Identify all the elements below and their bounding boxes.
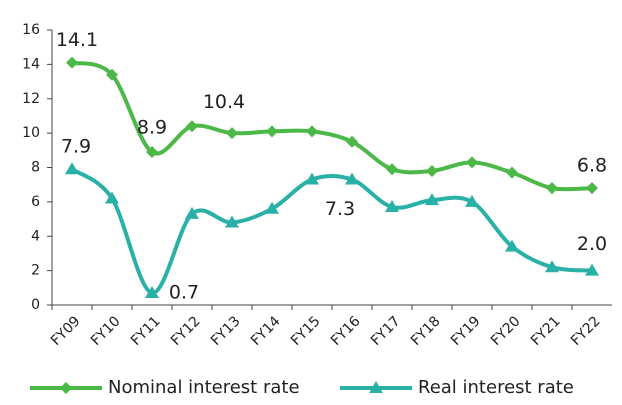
legend-marker <box>369 381 383 393</box>
marker <box>185 206 199 219</box>
marker <box>465 194 479 207</box>
marker <box>385 200 399 213</box>
y-tick-label: 10 <box>22 125 40 141</box>
x-tick-label: FY20 <box>488 313 524 349</box>
marker <box>546 182 558 195</box>
marker <box>306 125 318 138</box>
data-label: 7.9 <box>61 136 91 158</box>
x-tick-label: FY11 <box>128 313 164 349</box>
marker <box>426 164 438 177</box>
y-tick-label: 6 <box>31 194 40 210</box>
y-tick-label: 14 <box>22 56 40 72</box>
series-line <box>70 167 593 295</box>
data-label: 2.0 <box>577 233 607 255</box>
marker <box>346 135 358 148</box>
x-tick-label: FY21 <box>528 313 564 349</box>
x-tick-label: FY18 <box>408 313 444 349</box>
x-tick-label: FY19 <box>448 313 484 349</box>
y-tick-label: 2 <box>31 263 40 279</box>
y-tick-label: 0 <box>31 297 40 313</box>
marker <box>386 163 398 176</box>
x-tick-label: FY17 <box>368 313 404 349</box>
marker <box>466 156 478 169</box>
data-label: 14.1 <box>56 29 98 51</box>
marker <box>186 120 198 133</box>
x-tick-label: FY12 <box>168 313 204 349</box>
marker <box>345 172 359 185</box>
legend-marker <box>60 382 72 394</box>
data-label: 7.3 <box>325 198 355 220</box>
x-tick-label: FY13 <box>208 313 244 349</box>
marker <box>65 162 79 175</box>
marker <box>505 239 519 252</box>
marker <box>105 191 119 204</box>
x-tick-label: FY16 <box>328 313 364 349</box>
marker <box>226 127 238 140</box>
marker <box>106 68 118 81</box>
x-tick-label: FY15 <box>288 313 324 349</box>
marker <box>425 193 439 206</box>
marker <box>586 182 598 195</box>
marker <box>305 172 319 185</box>
data-label: 10.4 <box>203 91 245 113</box>
data-label: 8.9 <box>137 117 167 139</box>
x-tick-label: FY22 <box>568 313 604 349</box>
x-tick-label: FY09 <box>48 313 84 349</box>
marker <box>506 166 518 179</box>
marker <box>545 260 559 273</box>
x-tick-label: FY14 <box>248 313 284 349</box>
y-tick-label: 16 <box>22 22 40 38</box>
marker <box>266 125 278 138</box>
data-label: 0.7 <box>169 281 199 303</box>
marker <box>145 285 159 298</box>
legend-label: Nominal interest rate <box>108 377 300 398</box>
y-tick-label: 12 <box>22 91 40 107</box>
marker <box>146 146 158 159</box>
data-label: 6.8 <box>577 155 607 177</box>
marker <box>585 263 599 276</box>
marker <box>225 215 239 228</box>
y-tick-label: 4 <box>31 228 40 244</box>
legend-label: Real interest rate <box>418 377 574 398</box>
marker <box>265 201 279 214</box>
y-tick-label: 8 <box>31 160 40 176</box>
x-tick-label: FY10 <box>88 313 124 349</box>
marker <box>66 56 78 69</box>
